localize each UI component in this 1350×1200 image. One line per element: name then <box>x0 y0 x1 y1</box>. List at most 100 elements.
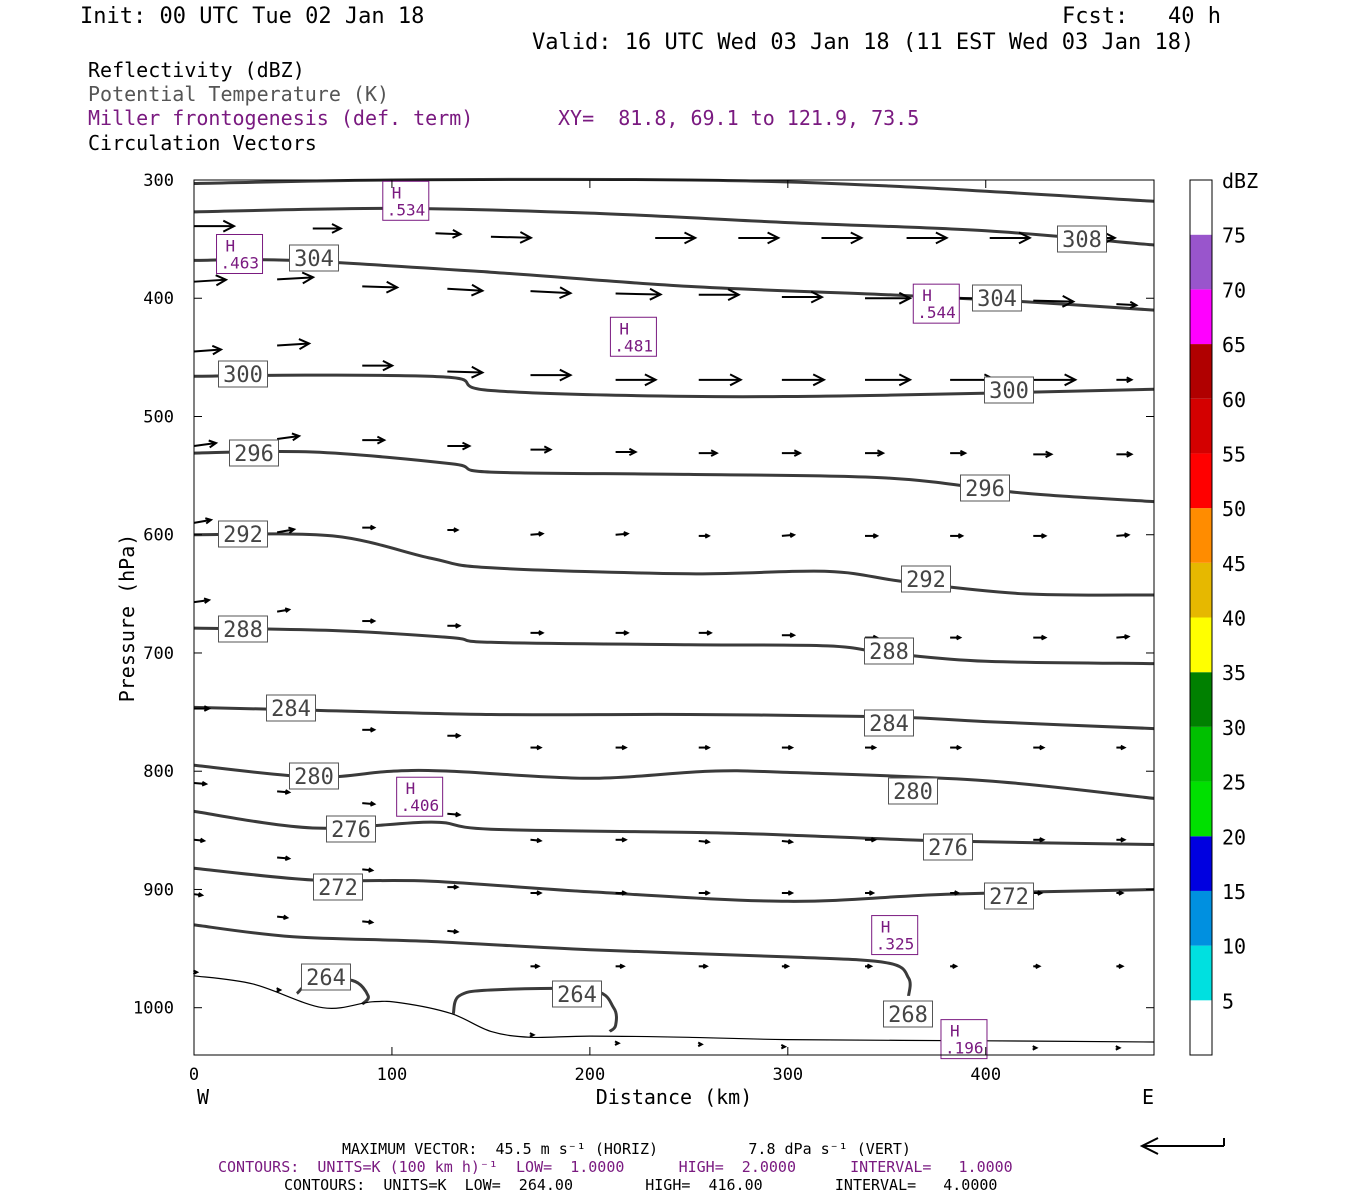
colorbar-level-label: 45 <box>1222 552 1246 576</box>
vector-head <box>1032 1045 1039 1051</box>
vector-head <box>1124 634 1131 640</box>
frontogenesis-high-box <box>216 233 264 274</box>
terrain-line <box>193 975 1155 1043</box>
vector-head <box>199 837 207 844</box>
vector-head <box>850 231 864 245</box>
frontogenesis-high-box <box>940 1019 988 1060</box>
vector-head <box>534 963 541 969</box>
contour-label: 264 <box>306 966 346 991</box>
circulation-vector <box>697 1041 704 1048</box>
circulation-vector <box>1033 533 1048 539</box>
contour-label: 268 <box>888 1003 928 1028</box>
vector-head <box>789 532 797 538</box>
circulation-vector <box>529 1032 536 1038</box>
vector-head <box>614 1040 621 1046</box>
circulation-vector <box>698 744 711 751</box>
vector-head <box>208 439 219 449</box>
circulation-vector <box>362 435 387 445</box>
contour-label-box <box>883 1000 933 1028</box>
circulation-vector <box>530 445 553 454</box>
circulation-vector <box>615 531 630 537</box>
vector-shaft <box>1116 303 1137 307</box>
vector-head <box>684 231 698 245</box>
vector-head <box>729 373 743 387</box>
circulation-vector <box>1033 450 1054 459</box>
contour-label-box <box>923 833 973 861</box>
vector-shaft <box>277 342 310 347</box>
circulation-vector <box>447 884 460 890</box>
circulation-vector <box>194 705 212 712</box>
vector-head <box>291 432 302 442</box>
vector-head <box>697 1041 704 1048</box>
circulation-vector <box>193 439 219 449</box>
circulation-vector <box>1116 744 1127 751</box>
vector-head <box>704 744 711 751</box>
vector-head <box>529 1032 536 1038</box>
circulation-vector <box>193 597 212 604</box>
forecast-hour-label: Fcst: 40 h <box>1062 4 1221 29</box>
contour-label: 300 <box>223 363 263 388</box>
circulation-vector <box>865 963 874 969</box>
circulation-vector <box>276 526 297 534</box>
circulation-vector <box>780 1044 788 1050</box>
circulation-vector <box>530 744 543 751</box>
vector-head <box>898 373 913 387</box>
vector-head <box>284 855 292 862</box>
y-tick-label: 800 <box>143 762 174 782</box>
vector-head <box>868 890 876 896</box>
legend-frontogenesis: Miller frontogenesis (def. term) <box>88 106 474 130</box>
circulation-vector <box>615 837 628 843</box>
circulation-vector <box>865 744 878 751</box>
vector-head <box>704 533 711 539</box>
contour-label-box <box>301 963 351 991</box>
colorbar-level-label: 30 <box>1222 716 1246 740</box>
legend-vectors: Circulation Vectors <box>88 131 317 155</box>
circulation-vector <box>1116 634 1131 640</box>
vector-shaft <box>615 292 661 296</box>
circulation-vector <box>1116 532 1131 538</box>
cross-section-endpoints: XY= 81.8, 69.1 to 121.9, 73.5 <box>558 106 920 130</box>
contour-label: 308 <box>1062 228 1102 253</box>
vector-head <box>706 630 713 636</box>
x-tick-label: 200 <box>575 1065 606 1085</box>
y-tick-label: 400 <box>143 289 174 309</box>
circulation-vector <box>1033 837 1046 843</box>
circulation-vector <box>698 449 719 457</box>
vector-head <box>956 744 963 751</box>
circulation-vector <box>615 447 638 456</box>
max-vector-note: MAXIMUM VECTOR: 45.5 m s⁻¹ (HORIZ) 7.8 d… <box>342 1140 911 1158</box>
vector-head <box>959 449 968 457</box>
y-tick-label: 700 <box>143 644 174 664</box>
colorbar-swatch <box>1190 234 1212 290</box>
circulation-vector <box>277 271 316 285</box>
contour-label-layer: 308 304 304 300 300 296 296 292 292 288 288 284 284 2… <box>218 225 1107 1028</box>
circulation-vector <box>865 449 886 457</box>
vector-head <box>704 890 711 896</box>
vector-head <box>1115 1045 1122 1051</box>
theta-contour-304 <box>193 206 1155 247</box>
vector-head <box>455 623 462 629</box>
circulation-vector <box>865 837 878 843</box>
contour-label-box <box>984 376 1034 404</box>
vector-head <box>215 274 229 287</box>
theta-contour-292 <box>193 532 1155 597</box>
circulation-vector <box>738 231 781 245</box>
contour-label: 284 <box>869 712 909 737</box>
colorbar-level-label: 10 <box>1222 935 1246 959</box>
colorbar-swatch <box>1190 617 1212 673</box>
vector-shaft <box>277 276 314 281</box>
vector-head <box>787 744 795 751</box>
circulation-vector <box>1116 837 1127 843</box>
vector-head <box>276 987 283 993</box>
circulation-vector <box>530 630 545 636</box>
vector-head <box>368 919 375 925</box>
frontogenesis-high-value: .534 <box>387 200 426 219</box>
vector-head <box>203 705 212 712</box>
circulation-vector <box>698 288 741 301</box>
vector-shaft <box>276 434 300 440</box>
contour-label: 288 <box>223 618 263 643</box>
colorbar-level-label: 55 <box>1222 442 1246 466</box>
vector-head <box>621 890 628 896</box>
circulation-vector <box>1115 1045 1122 1051</box>
theta-contour-300 <box>193 373 1155 399</box>
